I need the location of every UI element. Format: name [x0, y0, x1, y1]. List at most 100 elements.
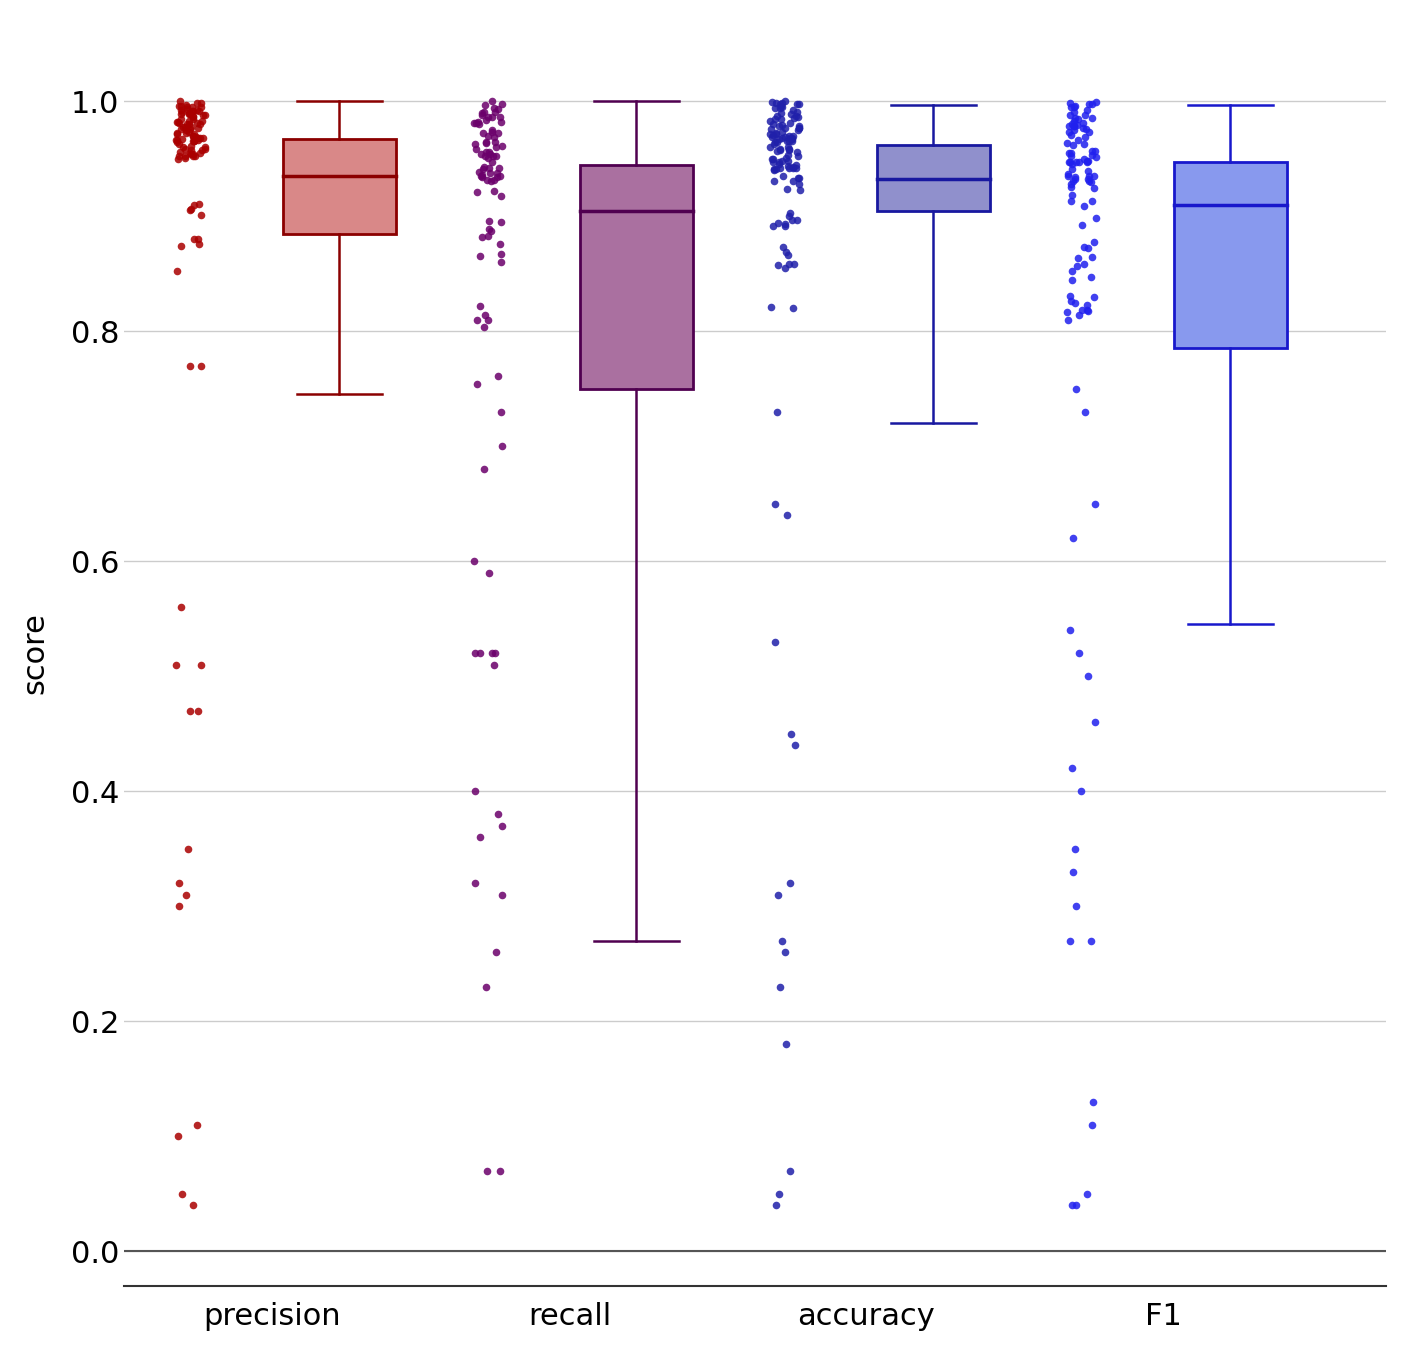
Point — [182, 100, 204, 122]
Bar — [580, 165, 692, 389]
Point — [484, 101, 507, 123]
Point — [490, 185, 512, 207]
Point — [1083, 287, 1106, 308]
Point — [1057, 310, 1079, 331]
Point — [186, 93, 208, 115]
Point — [771, 96, 794, 118]
Point — [1068, 642, 1090, 664]
Point — [487, 97, 509, 119]
Point — [182, 124, 204, 146]
Point — [182, 143, 204, 165]
Point — [1065, 1194, 1088, 1215]
Point — [1075, 119, 1097, 141]
Point — [1064, 169, 1086, 191]
Point — [490, 243, 512, 265]
Point — [487, 122, 509, 143]
Point — [1071, 299, 1093, 320]
Point — [758, 111, 781, 132]
Point — [1076, 1183, 1099, 1205]
Point — [774, 126, 796, 147]
Point — [785, 105, 808, 127]
Point — [1059, 291, 1082, 312]
Point — [488, 233, 511, 254]
Point — [760, 118, 782, 139]
Point — [778, 124, 801, 146]
Point — [1083, 231, 1106, 253]
Point — [764, 123, 787, 145]
Point — [760, 296, 782, 318]
Point — [179, 103, 201, 124]
Point — [761, 91, 784, 112]
Point — [478, 210, 501, 231]
Point — [778, 206, 801, 227]
Point — [471, 226, 494, 247]
Point — [770, 95, 792, 116]
Point — [167, 95, 190, 116]
Point — [179, 199, 201, 220]
Point — [466, 373, 488, 395]
Point — [166, 122, 189, 143]
Point — [760, 123, 782, 145]
Point — [1061, 1194, 1083, 1215]
Point — [464, 132, 487, 154]
Point — [777, 155, 799, 177]
Point — [1057, 301, 1079, 323]
Point — [481, 119, 504, 141]
Point — [1067, 247, 1089, 269]
Point — [466, 181, 488, 203]
Point — [782, 100, 805, 122]
Point — [490, 211, 512, 233]
Point — [788, 168, 810, 189]
Point — [1082, 1091, 1104, 1113]
Point — [477, 226, 499, 247]
Point — [1064, 166, 1086, 188]
Point — [1078, 165, 1100, 187]
Point — [771, 115, 794, 137]
Point — [774, 257, 796, 279]
Point — [467, 161, 490, 183]
Point — [189, 114, 211, 135]
Point — [779, 1160, 802, 1182]
Point — [1075, 100, 1097, 122]
Point — [788, 118, 810, 139]
Point — [1076, 295, 1099, 316]
Point — [167, 134, 190, 155]
Point — [1081, 191, 1103, 212]
Point — [180, 135, 203, 157]
Point — [478, 162, 501, 184]
Point — [474, 110, 497, 131]
Point — [471, 101, 494, 123]
Point — [1058, 122, 1081, 143]
Point — [778, 203, 801, 224]
Point — [1081, 108, 1103, 130]
Point — [1081, 1114, 1103, 1136]
Point — [781, 208, 803, 230]
Point — [1061, 134, 1083, 155]
Point — [480, 220, 502, 242]
Point — [1064, 108, 1086, 130]
Point — [170, 118, 193, 139]
Point — [174, 95, 197, 116]
Point — [1076, 300, 1099, 322]
Point — [169, 142, 191, 164]
Point — [1061, 158, 1083, 180]
Point — [187, 700, 210, 722]
Point — [778, 157, 801, 178]
Point — [473, 458, 495, 480]
Point — [194, 104, 217, 126]
Point — [767, 212, 789, 234]
Point — [1058, 115, 1081, 137]
Point — [771, 120, 794, 142]
Point — [1062, 96, 1085, 118]
Point — [170, 596, 193, 618]
Point — [170, 103, 193, 124]
Point — [186, 1114, 208, 1136]
Point — [477, 126, 499, 147]
Point — [1069, 780, 1092, 802]
Point — [777, 137, 799, 158]
Point — [1078, 122, 1100, 143]
Point — [774, 91, 796, 112]
Point — [768, 139, 791, 161]
Point — [768, 93, 791, 115]
Point — [768, 1183, 791, 1205]
